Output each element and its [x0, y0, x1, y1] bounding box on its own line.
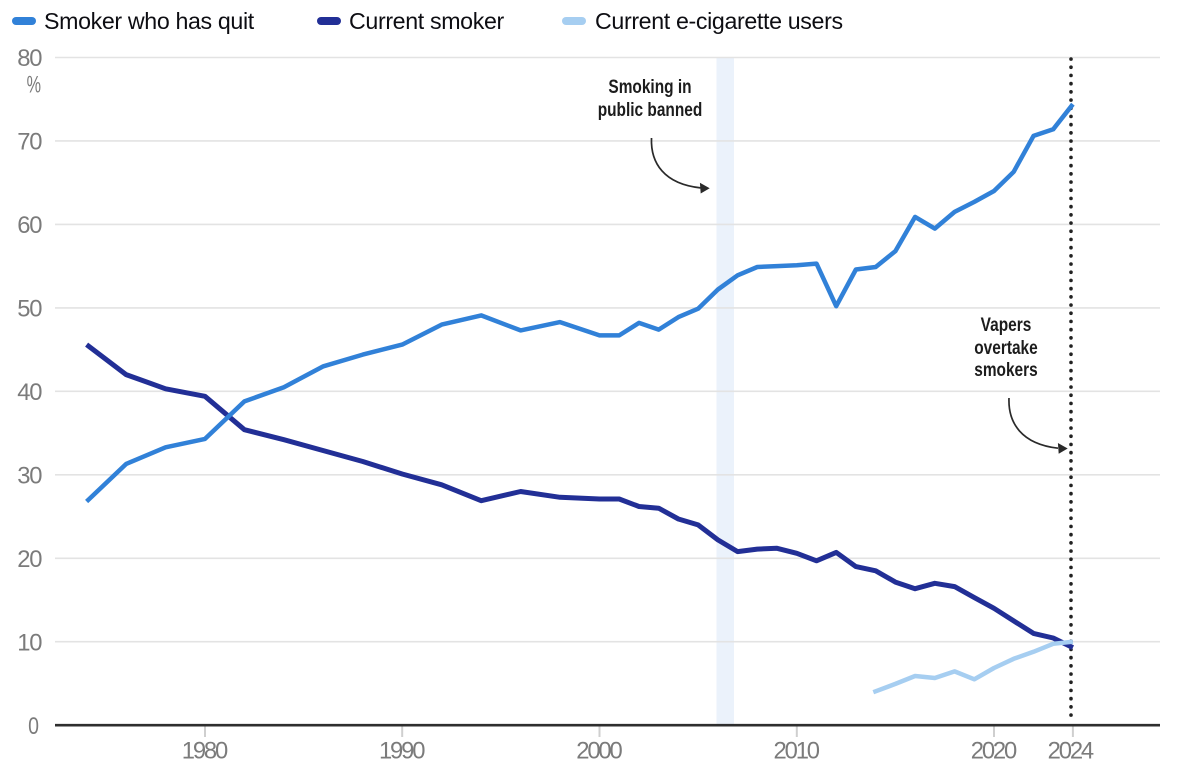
svg-text:2010: 2010	[774, 738, 821, 764]
svg-text:40: 40	[17, 379, 42, 406]
svg-text:30: 30	[17, 463, 42, 490]
svg-text:50: 50	[17, 296, 42, 323]
svg-text:%: %	[27, 73, 41, 99]
svg-text:1980: 1980	[182, 738, 229, 764]
svg-text:2000: 2000	[576, 738, 623, 764]
svg-text:80: 80	[17, 45, 42, 72]
svg-text:60: 60	[17, 212, 42, 239]
svg-text:0: 0	[28, 712, 39, 739]
svg-text:1990: 1990	[379, 738, 426, 764]
svg-text:70: 70	[17, 129, 42, 156]
svg-text:2020: 2020	[971, 738, 1018, 764]
svg-text:2024: 2024	[1048, 738, 1095, 764]
svg-text:20: 20	[17, 546, 42, 573]
svg-text:10: 10	[17, 629, 42, 656]
